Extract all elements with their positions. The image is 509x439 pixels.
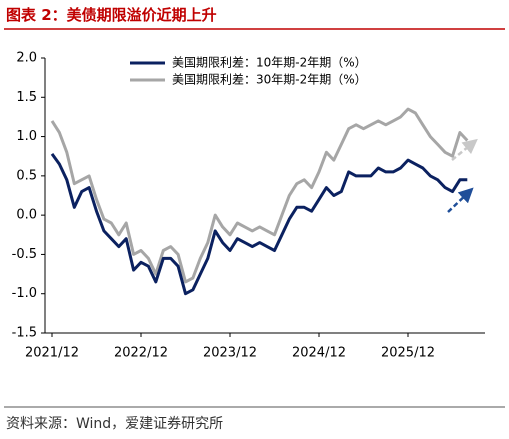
x-tick-label: 2024/12 [292,346,346,361]
y-tick-label: 1.0 [16,129,37,144]
x-tick-label: 2022/12 [114,346,168,361]
y-tick-label: 1.5 [16,90,37,105]
arrows [447,138,478,213]
series-line [50,153,468,296]
chart-title: 图表 2：美债期限溢价近期上升 [6,6,217,24]
y-tick-label: 0.5 [16,168,37,183]
source: 资料来源：Wind，爱建证券研究所 [6,416,223,432]
legend-label: 美国期限利差：10年期-2年期（%） [172,56,367,70]
series-line [50,107,469,284]
arrow [451,138,478,161]
y-tick-label: -1.0 [12,286,37,301]
x-tick-label: 2025/12 [381,346,435,361]
y-tick-label: -0.5 [12,247,37,262]
arrow [447,187,474,213]
x-tick-label: 2023/12 [203,346,257,361]
y-tick-label: 2.0 [16,51,37,66]
x-tick-label: 2021/12 [25,346,79,361]
legend-label: 美国期限利差：30年期-2年期（%） [172,73,367,87]
y-tick-label: 0.0 [16,208,37,223]
y-tick-label: -1.5 [12,326,37,341]
